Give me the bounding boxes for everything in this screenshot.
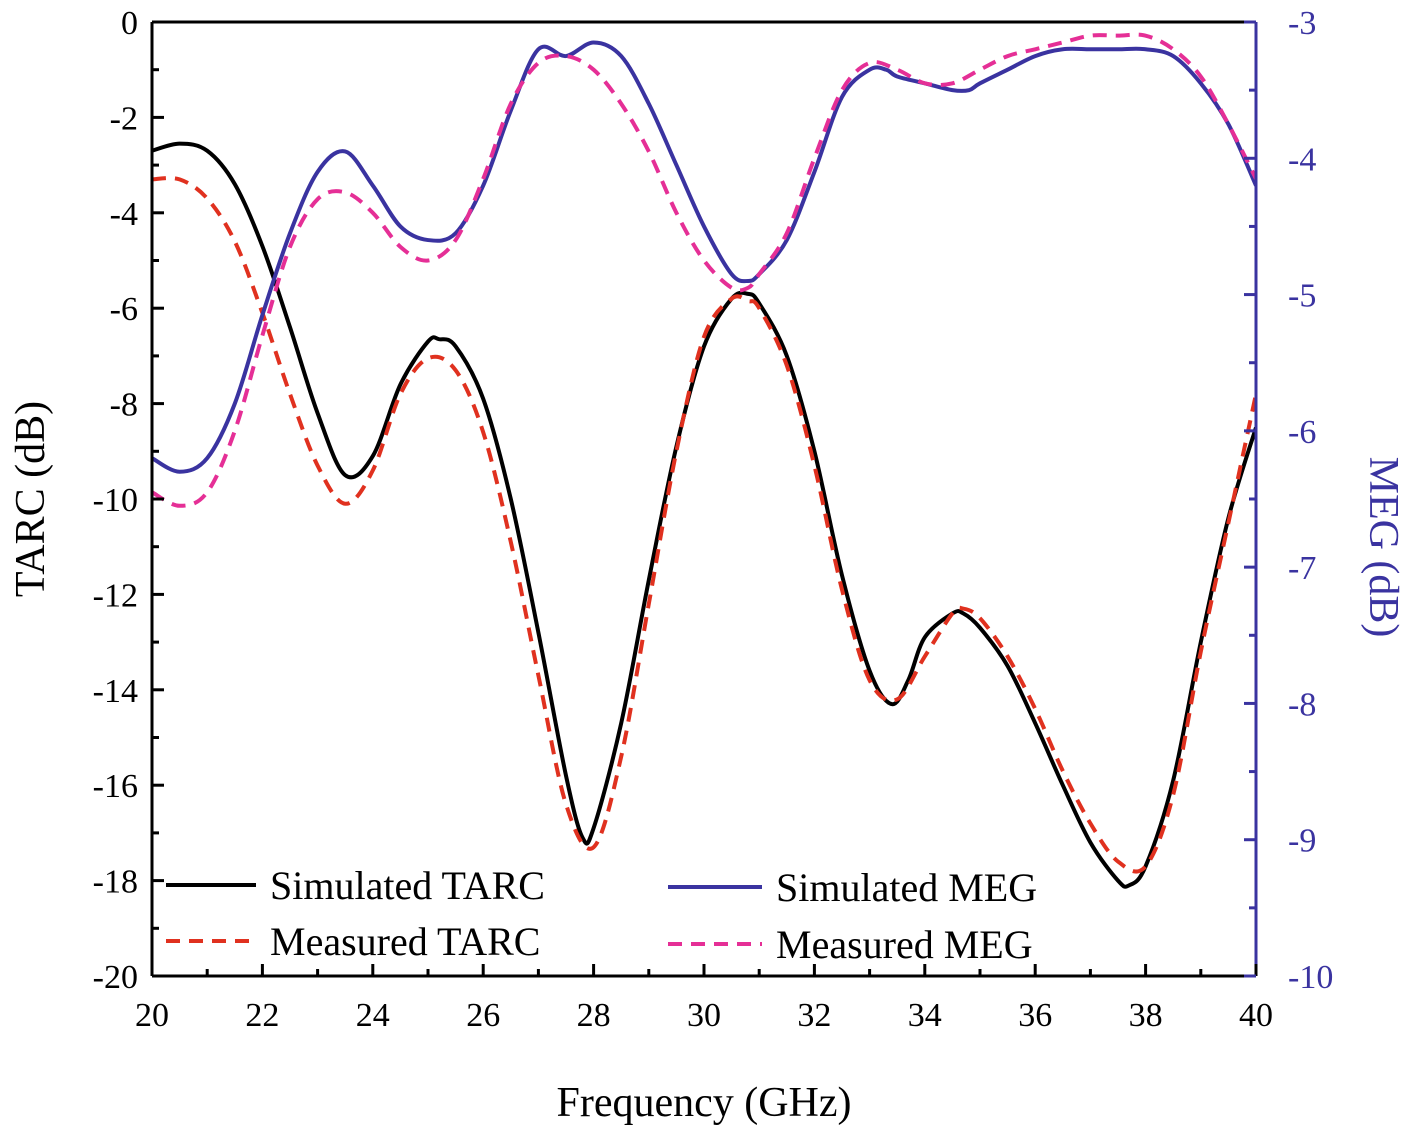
y2-tick-label: -5 [1288,278,1316,315]
y-tick-label: -12 [93,577,138,614]
series-line-simulated-tarc [152,141,1256,889]
x-tick-label: 30 [687,997,721,1034]
x-tick-label: 22 [245,997,279,1034]
y2-tick-label: -4 [1288,141,1316,178]
y2-tick-label: -9 [1288,823,1316,860]
y-tick-label: 0 [121,5,138,42]
legend-label-measured-tarc: Measured TARC [270,919,540,964]
y-tick-label: -18 [93,864,138,901]
series-line-measured-meg [152,32,1256,508]
x-tick-label: 26 [466,997,500,1034]
series-line-simulated-meg [152,40,1256,474]
x-tick-label: 32 [797,997,831,1034]
legend-label-simulated-meg: Simulated MEG [776,865,1037,910]
y-tick-label: -4 [110,196,138,233]
y-tick-label: -6 [110,291,138,328]
x-axis-title: Frequency (GHz) [556,1080,851,1126]
x-tick-label: 40 [1239,997,1273,1034]
y-tick-label: -8 [110,387,138,424]
y-tick-label: -14 [93,673,138,710]
series-line-measured-tarc [152,176,1256,874]
legend-label-measured-meg: Measured MEG [776,922,1033,967]
x-tick-label: 20 [135,997,169,1034]
x-tick-label: 36 [1018,997,1052,1034]
y2-tick-label: -7 [1288,550,1316,587]
x-tick-label: 28 [577,997,611,1034]
x-tick-label: 38 [1129,997,1163,1034]
y-axis-title: TARC (dB) [8,401,54,597]
y2-tick-label: -6 [1288,414,1316,451]
y2-tick-label: -3 [1288,5,1316,42]
y-tick-label: -16 [93,768,138,805]
x-tick-label: 24 [356,997,390,1034]
y2-tick-label: -8 [1288,686,1316,723]
y-tick-label: -10 [93,482,138,519]
y-tick-label: -20 [93,959,138,996]
legend-label-simulated-tarc: Simulated TARC [270,863,545,908]
y-tick-label: -2 [110,100,138,137]
x-tick-label: 34 [908,997,942,1034]
y2-axis-title: MEG (dB) [1360,457,1404,638]
y2-tick-label: -10 [1288,959,1333,996]
